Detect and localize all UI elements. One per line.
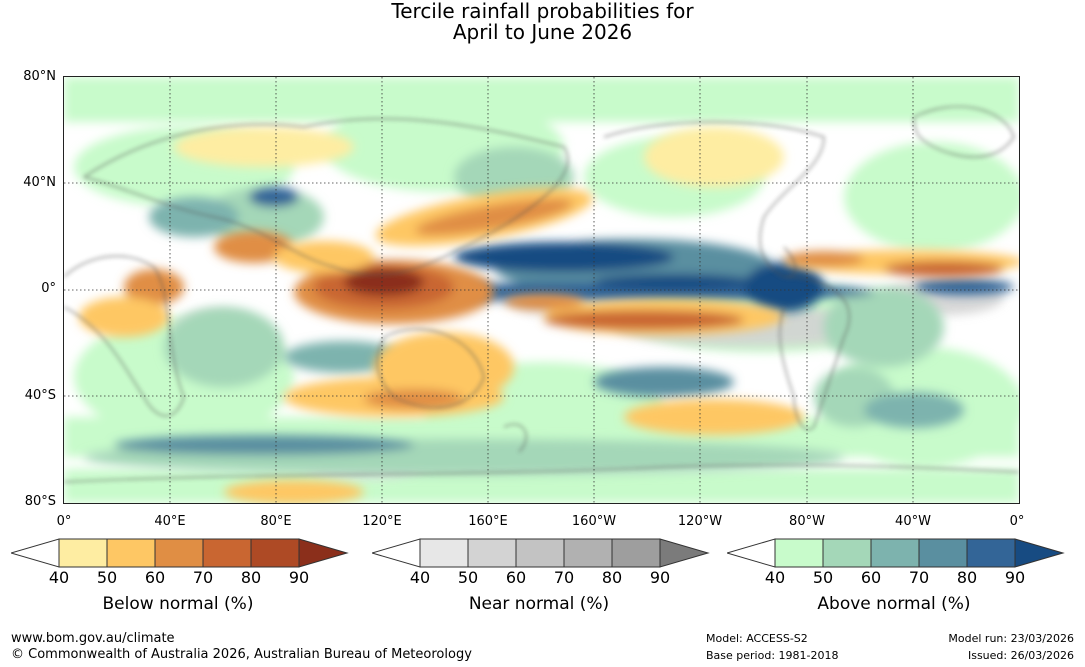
- colorbar-below-swatch-5: [250, 538, 300, 568]
- lon-label-120e: 120°E: [362, 514, 402, 529]
- footer-model-run: Model run: 23/03/2026: [948, 632, 1074, 645]
- lon-label-160w: 160°W: [571, 514, 617, 529]
- colorbar-above-normal: 40 50 60 70 80 90 Above normal (%): [725, 538, 1067, 614]
- colorbar-below-tick-50: 50: [96, 568, 118, 587]
- colorbar-near-swatch-0: [370, 538, 421, 568]
- colorbar-near-tick-60: 60: [505, 568, 527, 587]
- colorbar-below-normal-swatches: [9, 538, 349, 568]
- footer-website: www.bom.gov.au/climate: [11, 631, 175, 646]
- colorbar-near-tick-40: 40: [409, 568, 431, 587]
- footer-issued: Issued: 26/03/2026: [967, 649, 1074, 662]
- lon-label-0-east: 0°: [1009, 514, 1025, 529]
- lat-label-0: 0°: [41, 281, 56, 296]
- colorbar-above-title: Above normal (%): [817, 594, 971, 614]
- colorbar-above-tick-80: 80: [956, 568, 978, 587]
- colorbar-above-normal-swatches: [725, 538, 1065, 568]
- coastlines: [64, 106, 1019, 483]
- colorbar-near-swatch-2: [467, 538, 517, 568]
- colorbar-near-swatch-4: [563, 538, 613, 568]
- lon-label-160e: 160°E: [468, 514, 508, 529]
- colorbar-above-swatch-4: [918, 538, 968, 568]
- colorbar-below-swatch-6: [298, 538, 349, 568]
- title-line-1: Tercile rainfall probabilities for: [391, 0, 694, 23]
- lon-label-40e: 40°E: [154, 514, 186, 529]
- colorbar-below-tick-40: 40: [48, 568, 70, 587]
- lon-label-80e: 80°E: [260, 514, 292, 529]
- lon-label-120w: 120°W: [677, 514, 723, 529]
- colorbar-near-title: Near normal (%): [468, 594, 610, 614]
- colorbar-above-swatch-6: [1014, 538, 1065, 568]
- colorbar-below-tick-70: 70: [192, 568, 214, 587]
- above-normal-regions: [84, 147, 1014, 475]
- colorbar-below-normal: 40 50 60 70 80 90 Below normal (%): [9, 538, 351, 614]
- colorbar-below-tick-90: 90: [288, 568, 310, 587]
- map-canvas: [64, 77, 1019, 503]
- lat-label-40s: 40°S: [24, 388, 56, 403]
- rainfall-probability-map: [63, 76, 1020, 504]
- colorbar-above-tick-40: 40: [764, 568, 786, 587]
- colorbar-near-tick-90: 90: [649, 568, 671, 587]
- lon-label-0: 0°: [56, 514, 72, 529]
- colorbar-above-swatch-2: [822, 538, 872, 568]
- colorbar-above-swatch-5: [966, 538, 1016, 568]
- colorbar-near-tick-70: 70: [553, 568, 575, 587]
- below-normal-regions: [79, 127, 1019, 503]
- footer-copyright: © Commonwealth of Australia 2026, Austra…: [11, 647, 472, 662]
- colorbar-below-swatch-1: [58, 538, 108, 568]
- colorbar-above-tick-60: 60: [860, 568, 882, 587]
- colorbar-above-tick-50: 50: [812, 568, 834, 587]
- colorbar-below-tick-80: 80: [240, 568, 262, 587]
- title-line-2: April to June 2026: [452, 20, 633, 44]
- lat-label-80s: 80°S: [24, 494, 56, 509]
- colorbar-near-swatch-3: [515, 538, 565, 568]
- colorbar-above-swatch-0: [725, 538, 776, 568]
- colorbar-above-swatch-1: [774, 538, 824, 568]
- colorbar-below-swatch-4: [202, 538, 252, 568]
- footer-base-period: Base period: 1981-2018: [706, 649, 839, 662]
- lat-label-80n: 80°N: [23, 69, 56, 84]
- colorbar-above-swatch-3: [870, 538, 920, 568]
- colorbar-near-normal: 40 50 60 70 80 90 Near normal (%): [370, 538, 712, 614]
- graticule: [64, 77, 1019, 503]
- footer-model: Model: ACCESS-S2: [706, 632, 808, 645]
- colorbar-near-tick-80: 80: [601, 568, 623, 587]
- colorbar-near-swatch-1: [419, 538, 469, 568]
- colorbar-near-swatch-6: [659, 538, 710, 568]
- lat-label-40n: 40°N: [23, 175, 56, 190]
- colorbar-above-tick-70: 70: [908, 568, 930, 587]
- lon-label-40w: 40°W: [895, 514, 931, 529]
- colorbar-below-title: Below normal (%): [102, 594, 254, 614]
- colorbar-above-tick-90: 90: [1004, 568, 1026, 587]
- colorbar-below-swatch-0: [9, 538, 60, 568]
- colorbar-near-swatch-5: [611, 538, 661, 568]
- colorbar-below-swatch-3: [154, 538, 204, 568]
- lon-label-80w: 80°W: [789, 514, 825, 529]
- colorbar-below-tick-60: 60: [144, 568, 166, 587]
- colorbar-near-tick-50: 50: [457, 568, 479, 587]
- colorbar-below-swatch-2: [106, 538, 156, 568]
- colorbar-near-normal-swatches: [370, 538, 710, 568]
